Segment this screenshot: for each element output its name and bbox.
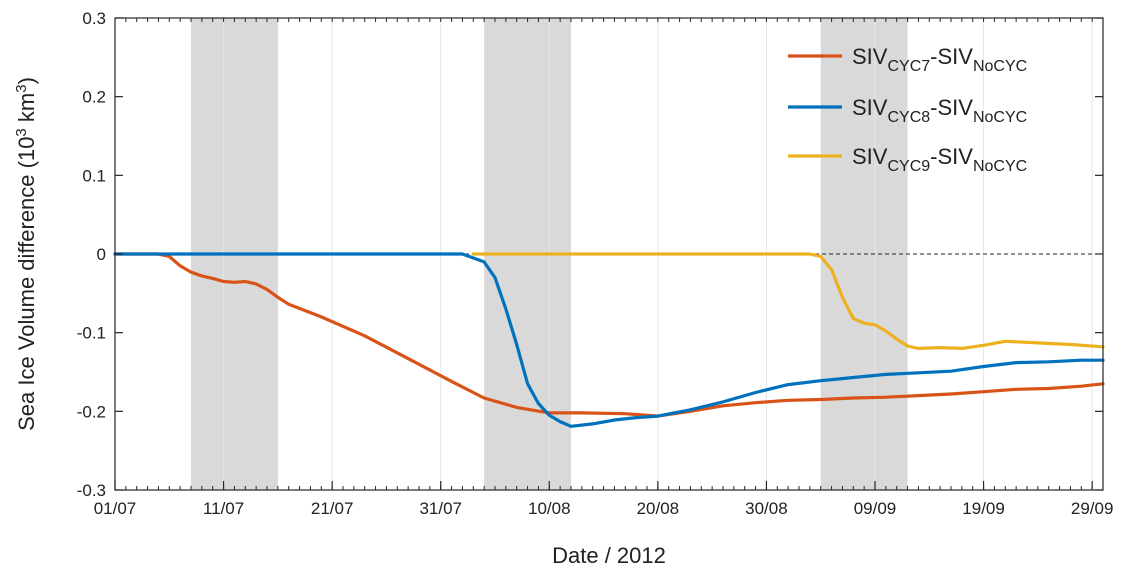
- legend-label-cyc8: SIVCYC8-SIVNoCYC: [852, 95, 1027, 126]
- y-tick-label: 0.1: [82, 166, 106, 185]
- x-tick-label: 20/08: [637, 499, 680, 518]
- x-tick-label: 09/09: [854, 499, 897, 518]
- series-line-cyc8: [113, 252, 1105, 428]
- x-tick-label: 29/09: [1071, 499, 1114, 518]
- y-tick-label: 0: [97, 245, 106, 264]
- x-tick-label: 11/07: [203, 499, 244, 518]
- legend: SIVCYC7-SIVNoCYC SIVCYC8-SIVNoCYC SIVCYC9-…: [788, 44, 1027, 175]
- y-tick-label: -0.3: [77, 481, 106, 500]
- x-tick-label: 30/08: [745, 499, 788, 518]
- y-axis-title: Sea Ice Volume difference (103 km3): [13, 77, 40, 431]
- x-tick-label: 19/09: [962, 499, 1005, 518]
- x-tick-label: 21/07: [311, 499, 354, 518]
- series-lines: [113, 252, 1105, 428]
- series-line-cyc9: [471, 252, 1105, 350]
- series-line-cyc7: [113, 252, 1105, 418]
- x-axis-ticks: 01/07 11/07 21/07 31/07 10/08 20/08 30/08 09/09…: [94, 18, 1114, 518]
- legend-label-cyc9: SIVCYC9-SIVNoCYC: [852, 144, 1027, 175]
- y-tick-label: 0.2: [82, 88, 106, 107]
- x-tick-label: 31/07: [419, 499, 462, 518]
- legend-label-cyc7: SIVCYC7-SIVNoCYC: [852, 44, 1027, 75]
- y-axis-ticks: 0.3 0.2 0.1 0 -0.1 -0.2 -0.3: [77, 9, 1103, 500]
- y-tick-label: 0.3: [82, 9, 106, 28]
- y-tick-label: -0.2: [77, 402, 106, 421]
- x-tick-label: 01/07: [94, 499, 137, 518]
- x-tick-label: 10/08: [528, 499, 571, 518]
- y-tick-label: -0.1: [77, 324, 106, 343]
- x-axis-title: Date / 2012: [552, 543, 666, 568]
